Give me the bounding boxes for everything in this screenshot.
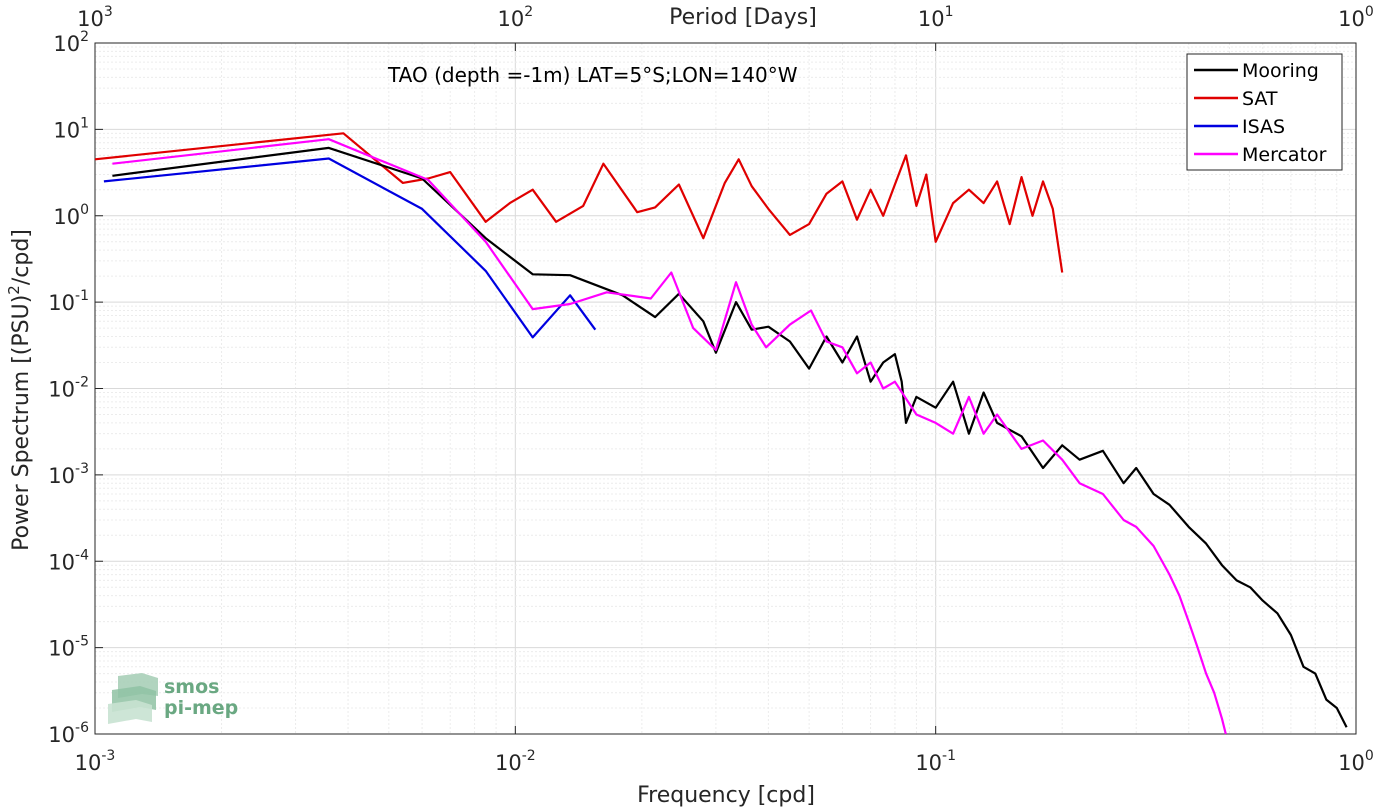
x-tick-label-base: 10 <box>915 751 942 775</box>
logo-text-pimep: pi-mep <box>164 697 238 719</box>
y-tick-label-exp: 0 <box>80 202 89 218</box>
series-line-mercator <box>112 138 1227 735</box>
y-axis-title-rest: /cpd] <box>9 229 34 285</box>
top-tick-label-base: 10 <box>918 7 945 31</box>
top-tick-label: 101 <box>918 4 954 31</box>
y-tick-label-exp: -3 <box>75 461 89 477</box>
y-tick-label-exp: -2 <box>75 375 89 391</box>
x-tick-label-exp: 0 <box>1365 748 1374 764</box>
y-tick-label-exp: -1 <box>75 288 89 304</box>
y-tick-label-exp: 1 <box>80 115 89 131</box>
y-axis-title: Power Spectrum [(PSU)2/cpd] <box>5 229 34 551</box>
y-tick-label-exp: -6 <box>75 720 89 736</box>
series-line-mooring <box>112 146 1348 728</box>
y-tick-label: 100 <box>53 202 89 229</box>
y-tick-label: 10-1 <box>48 288 89 315</box>
top-axis-title: Period [Days] <box>669 5 817 30</box>
series-line-sat <box>94 132 1064 273</box>
y-axis-title-text: Power Spectrum [(PSU) <box>9 295 34 551</box>
x-tick-label-base: 10 <box>75 751 102 775</box>
top-tick-label-exp: 2 <box>524 4 533 20</box>
y-tick-label-base: 10 <box>48 378 75 402</box>
x-tick-label-exp: -2 <box>522 748 536 764</box>
top-tick-label-base: 10 <box>1338 7 1365 31</box>
top-tick-label: 102 <box>498 4 534 31</box>
x-tick-label: 10-1 <box>915 748 956 775</box>
series-lines <box>94 132 1348 735</box>
x-tick-label: 10-3 <box>75 748 116 775</box>
y-tick-label-exp: -4 <box>75 547 89 563</box>
y-tick-label: 10-6 <box>48 720 89 747</box>
y-tick-label: 10-4 <box>48 547 89 574</box>
y-tick-label: 101 <box>53 115 89 142</box>
y-tick-label-base: 10 <box>53 205 80 229</box>
y-tick-label-base: 10 <box>48 464 75 488</box>
x-tick-label-exp: -1 <box>942 748 956 764</box>
top-tick-label: 100 <box>1338 4 1374 31</box>
x-tick-label: 100 <box>1338 748 1374 775</box>
x-tick-label-base: 10 <box>1338 751 1365 775</box>
y-tick-label-base: 10 <box>53 32 80 56</box>
y-tick-label-base: 10 <box>53 118 80 142</box>
x-axis-title: Frequency [cpd] <box>637 783 815 808</box>
grid <box>94 43 1356 735</box>
y-tick-label-exp: 2 <box>80 29 89 45</box>
y-tick-label: 102 <box>53 29 89 56</box>
y-tick-label-base: 10 <box>48 291 75 315</box>
y-tick-label-base: 10 <box>48 723 75 747</box>
y-tick-label: 10-3 <box>48 461 89 488</box>
smos-pi-mep-logo: smos pi-mep <box>108 673 238 724</box>
x-tick-label: 10-2 <box>495 748 536 775</box>
top-tick-label-base: 10 <box>498 7 525 31</box>
x-tick-label-base: 10 <box>495 751 522 775</box>
y-tick-label-exp: -5 <box>75 634 89 650</box>
series-line-isas <box>103 157 597 339</box>
y-tick-label: 10-5 <box>48 634 89 661</box>
top-tick-label-exp: 0 <box>1365 4 1374 20</box>
top-tick-label-base: 10 <box>77 7 104 31</box>
y-tick-label-base: 10 <box>48 550 75 574</box>
legend: Mooring SAT ISAS Mercator <box>1186 53 1343 171</box>
y-tick-label: 10-2 <box>48 375 89 402</box>
legend-label-mercator: Mercator <box>1242 144 1327 166</box>
x-tick-label-exp: -3 <box>101 748 115 764</box>
top-tick-label-exp: 3 <box>104 4 113 20</box>
legend-label-mooring: Mooring <box>1242 60 1319 82</box>
legend-label-isas: ISAS <box>1242 116 1285 138</box>
chart-annotation: TAO (depth =-1m) LAT=5°S;LON=140°W <box>387 63 798 87</box>
top-tick-label-exp: 1 <box>945 4 954 20</box>
logo-text-smos: smos <box>164 676 219 698</box>
top-tick-label: 103 <box>77 4 113 31</box>
legend-box <box>1186 53 1343 171</box>
y-axis-title-exp: 2 <box>5 285 23 295</box>
y-tick-label-base: 10 <box>48 637 75 661</box>
legend-label-sat: SAT <box>1242 88 1278 110</box>
